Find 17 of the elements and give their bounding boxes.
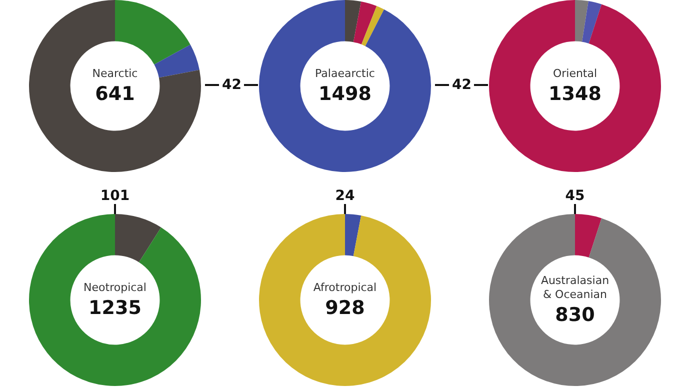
text: 1235 bbox=[88, 297, 142, 319]
text: 42 bbox=[222, 77, 242, 93]
text: 45 bbox=[565, 188, 585, 204]
text: Palaearctic bbox=[315, 67, 375, 81]
text: 928 bbox=[325, 297, 365, 319]
text: Oriental bbox=[552, 67, 598, 81]
text: 24 bbox=[335, 188, 355, 204]
text: Neotropical bbox=[84, 281, 146, 295]
text: 641 bbox=[95, 83, 135, 105]
text: Afrotropical bbox=[313, 281, 377, 295]
text: 101 bbox=[100, 188, 130, 204]
text: 830 bbox=[555, 304, 595, 326]
text: 42 bbox=[452, 77, 472, 93]
text: Australasian & Oceanian bbox=[540, 274, 610, 302]
text: 1498 bbox=[318, 83, 372, 105]
text: Nearctic bbox=[92, 67, 138, 81]
text: 1348 bbox=[548, 83, 602, 105]
